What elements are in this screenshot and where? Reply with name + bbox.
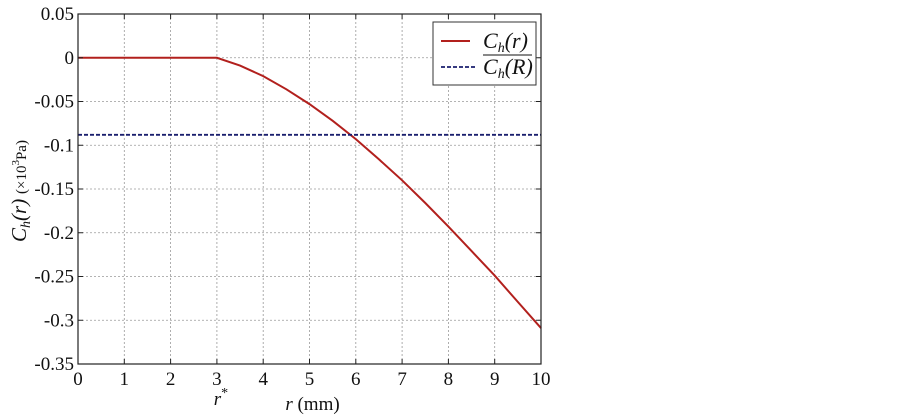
r-star-sup: * (221, 386, 228, 401)
r-star-annotation: r* (214, 386, 228, 410)
series-line-ch-r (78, 56, 542, 329)
y-tick-label: 0.05 (41, 4, 74, 25)
y-axis-unit: (×10 (14, 166, 30, 194)
series-layer (78, 56, 542, 329)
grid (78, 14, 541, 364)
x-tick-label: 6 (351, 369, 361, 390)
legend-label-ch-r: Ch(r) (483, 28, 528, 56)
x-axis-label: r (mm) (285, 394, 339, 415)
legend-label-ch-R-mean: Ch(R) (483, 54, 533, 82)
y-axis-sub: h (19, 221, 34, 228)
x-tick-label: 10 (532, 369, 551, 390)
x-tick-label: 5 (305, 369, 315, 390)
y-axis-label: Ch(r) (×103Pa) (7, 140, 34, 242)
y-tick-label: 0 (65, 48, 75, 69)
legend-label-main: C (483, 28, 498, 53)
x-tick-label: 2 (166, 369, 176, 390)
r-star-var: r (214, 389, 222, 410)
tick-labels: 0 1 2 3 4 5 6 7 8 9 10 0.05 0 -0.05 -0.1 -0.15 -0.2 -0.25… (34, 4, 550, 390)
legend-label-sub: h (498, 67, 505, 82)
y-tick-label: -0.05 (34, 92, 74, 113)
legend-label-sub: h (498, 41, 505, 56)
y-axis-arg: (r) (7, 199, 31, 221)
y-tick-label: -0.3 (44, 310, 74, 331)
x-tick-label: 7 (397, 369, 407, 390)
legend-label-arg: (R) (505, 54, 533, 79)
y-tick-label: -0.1 (44, 135, 74, 156)
x-axis-unit: (mm) (297, 394, 339, 415)
y-tick-label: -0.2 (44, 223, 74, 244)
x-axis-var: r (285, 394, 293, 415)
y-axis-unit-sup: 3 (10, 160, 22, 166)
legend-label-main: C (483, 54, 498, 79)
x-tick-label: 0 (73, 369, 83, 390)
x-tick-label: 1 (120, 369, 130, 390)
y-axis-var: C (7, 227, 31, 242)
y-axis-unit-tail: Pa) (14, 140, 30, 160)
x-tick-label: 8 (444, 369, 454, 390)
x-tick-label: 3 (212, 369, 222, 390)
legend-box (432, 21, 537, 86)
y-tick-label: -0.25 (34, 267, 74, 288)
legend-label-arg: (r) (505, 28, 528, 53)
legend: Ch(r) Ch(R) (432, 21, 537, 86)
ticks (77, 13, 542, 365)
y-tick-label: -0.15 (34, 179, 74, 200)
x-tick-label: 4 (258, 369, 268, 390)
y-tick-label: -0.35 (34, 354, 74, 375)
x-tick-label: 9 (490, 369, 500, 390)
